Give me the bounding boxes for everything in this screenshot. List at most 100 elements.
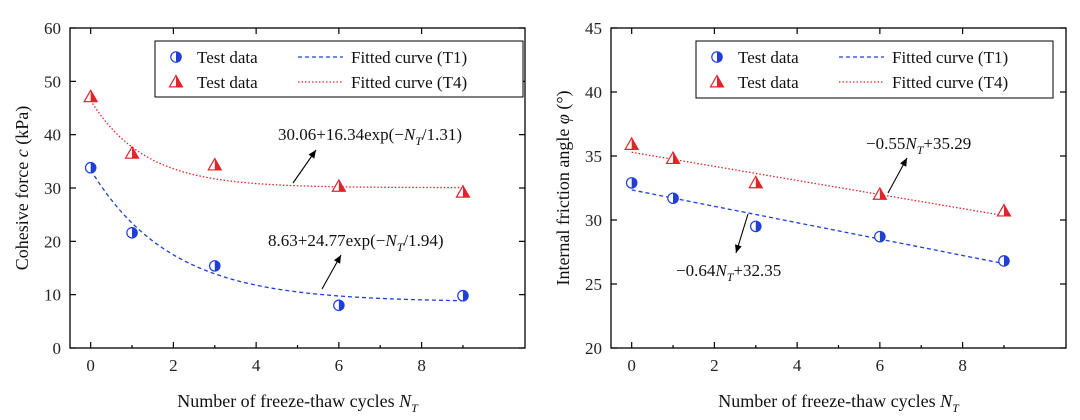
- marker-fill: [338, 300, 345, 311]
- marker-fill: [631, 177, 637, 189]
- marker-fill: [673, 193, 679, 204]
- x-tick-label: 2: [710, 356, 719, 375]
- equation-text: /1.94): [403, 231, 443, 250]
- data-point: [331, 178, 347, 192]
- y-tick-label: 30: [44, 179, 61, 198]
- data-point: [667, 192, 679, 205]
- y-tick-label: 20: [585, 339, 602, 358]
- chart-panel-2: 0 2 4 6 8 20 25 30 35 40 45 Number of freeze-thaw c…: [553, 19, 1067, 415]
- marker-fill: [1003, 204, 1011, 216]
- y-axis-label-var: φ: [553, 114, 573, 124]
- y-tick-label: 40: [585, 83, 602, 102]
- x-tick-label: 0: [627, 356, 636, 375]
- equation-text: 8.63+24.77exp(−: [268, 231, 385, 250]
- x-tick-label: 2: [169, 356, 178, 375]
- legend-marker: [168, 74, 184, 88]
- y-axis-label: Internal friction angle φ (°): [553, 90, 574, 285]
- y-axis-label: Cohesive force c (kPa): [12, 106, 33, 270]
- y-tick-label: 25: [585, 275, 602, 294]
- data-point: [84, 161, 97, 174]
- data-point: [872, 186, 888, 200]
- marker-fill: [1003, 255, 1010, 267]
- equation-text: −0.55: [866, 134, 905, 153]
- marker-fill: [214, 260, 220, 272]
- marker-fill: [879, 187, 887, 200]
- marker-fill: [214, 158, 222, 170]
- y-axis-label-var: c: [12, 149, 32, 157]
- equation-annotation: 30.06+16.34exp(−NT/1.31): [278, 125, 462, 148]
- equation-text: +32.35: [733, 261, 781, 280]
- data-point: [208, 260, 221, 272]
- x-tick-label: 8: [417, 356, 426, 375]
- equation-var: N: [904, 134, 918, 153]
- x-axis-label-var: N: [398, 391, 412, 411]
- data-point: [665, 150, 681, 165]
- y-tick-label: 20: [44, 232, 61, 251]
- y-tick-label: 40: [44, 126, 61, 145]
- equation-var: N: [714, 261, 728, 280]
- y-axis-label-unit: (kPa): [12, 106, 33, 150]
- equation-text: 30.06+16.34exp(−: [278, 125, 404, 144]
- data-point: [998, 255, 1010, 267]
- y-axis-label-text: Cohesive force: [12, 157, 32, 270]
- chart-panel-1: 0 2 4 6 8 0 10 20 30 40 50 60 Number of freeze-thaw …: [12, 19, 526, 415]
- marker-fill: [90, 90, 98, 102]
- equation-var: N: [384, 231, 398, 250]
- legend-label: Fitted curve (T4): [351, 73, 467, 92]
- legend-label: Test data: [738, 73, 799, 92]
- equation-annotation: −0.64NT+32.35: [676, 261, 781, 284]
- marker-fill: [132, 227, 138, 238]
- marker-fill: [176, 75, 183, 87]
- x-tick-label: 8: [958, 356, 967, 375]
- equation-sub: T: [397, 240, 405, 254]
- equation-text: −0.64: [676, 261, 716, 280]
- marker-fill: [132, 146, 139, 159]
- fitted-curve-line: [631, 151, 1005, 217]
- equation-text: /1.31): [422, 125, 462, 144]
- marker-fill: [338, 179, 346, 192]
- legend-label: Fitted curve (T1): [892, 48, 1008, 67]
- marker-fill: [462, 185, 470, 198]
- x-tick-label: 4: [793, 356, 802, 375]
- y-tick-label: 30: [585, 211, 602, 230]
- y-tick-label: 0: [53, 339, 62, 358]
- legend: Test data Fitted curve (T1) Test data Fitte…: [695, 40, 1054, 99]
- marker-fill: [176, 51, 182, 63]
- legend-label: Fitted curve (T1): [351, 48, 467, 67]
- equation-sub: T: [727, 270, 735, 284]
- data-point: [333, 299, 345, 312]
- data-point: [124, 145, 140, 159]
- marker-fill: [755, 221, 761, 232]
- y-axis-label-unit: (°): [553, 90, 574, 114]
- legend-box: [154, 40, 524, 98]
- x-axis-label-sub: T: [952, 401, 960, 415]
- y-tick-label: 50: [44, 72, 61, 91]
- data-point: [749, 220, 762, 233]
- data-point: [126, 227, 138, 239]
- marker-fill: [90, 162, 96, 173]
- x-tick-label: 6: [335, 356, 344, 375]
- equation-text: +35.29: [923, 134, 971, 153]
- x-tick-label: 6: [876, 356, 885, 375]
- marker-fill: [673, 152, 680, 164]
- equation-sub: T: [415, 134, 423, 148]
- x-axis-label-text: Number of freeze-thaw cycles: [177, 391, 399, 411]
- legend-label: Fitted curve (T4): [892, 73, 1008, 92]
- data-point: [207, 157, 223, 171]
- x-axis-label: Number of freeze-thaw cycles NT: [718, 391, 960, 415]
- legend-marker: [170, 51, 182, 63]
- marker-fill: [755, 176, 763, 188]
- equation-sub: T: [917, 143, 925, 157]
- equation-annotation: 8.63+24.77exp(−NT/1.94): [268, 231, 444, 254]
- data-point: [455, 184, 471, 198]
- fitted-curve-line: [90, 100, 463, 189]
- legend-label: Test data: [197, 73, 258, 92]
- legend-marker: [709, 74, 725, 88]
- fitted-curve-line: [631, 189, 1005, 265]
- data-point: [457, 289, 469, 302]
- data-point: [625, 177, 638, 189]
- annotation-arrowhead: [334, 255, 341, 264]
- marker-fill: [462, 290, 469, 301]
- y-axis-label-text: Internal friction angle: [553, 124, 573, 285]
- data-point: [748, 175, 764, 189]
